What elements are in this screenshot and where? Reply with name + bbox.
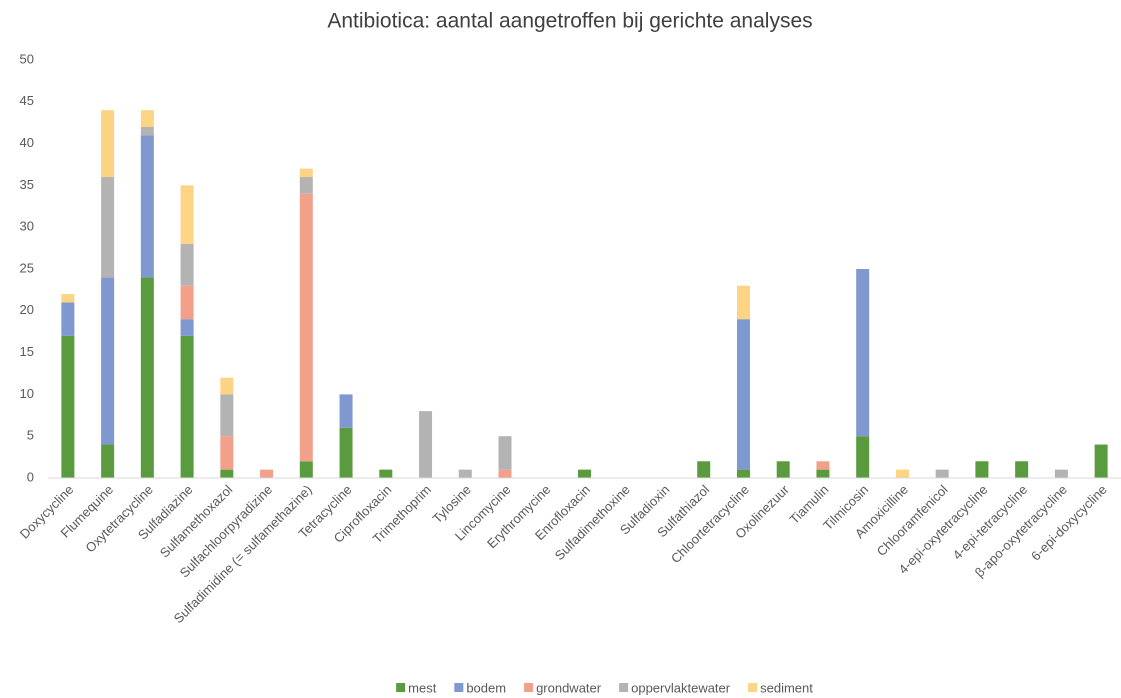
bar-segment xyxy=(140,126,154,136)
bar-segment xyxy=(776,461,790,478)
bar-segment xyxy=(816,461,830,470)
bar-segment xyxy=(180,243,194,286)
bar-segment xyxy=(61,335,75,478)
bar-segment xyxy=(1094,444,1108,478)
y-tick-label: 25 xyxy=(20,260,34,275)
bar-segment xyxy=(736,285,750,320)
bar-segment xyxy=(736,319,750,470)
y-tick-label: 35 xyxy=(20,177,34,192)
x-tick-label: Sulfamethoxazol xyxy=(157,482,236,561)
bar-segment xyxy=(101,177,115,278)
bar-segment xyxy=(299,461,313,478)
bar-segment xyxy=(140,277,154,478)
y-tick-label: 50 xyxy=(20,51,34,66)
bar-segment xyxy=(498,436,512,470)
bar-segment xyxy=(140,110,154,127)
bar-segment xyxy=(180,319,194,336)
y-tick-label: 20 xyxy=(20,302,34,317)
bar-segment xyxy=(220,436,234,470)
bar-segment xyxy=(1054,469,1068,478)
y-tick-label: 45 xyxy=(20,93,34,108)
bar-segment xyxy=(697,461,711,478)
bar-segment xyxy=(220,469,234,478)
bar-segment xyxy=(379,469,393,478)
legend-swatch xyxy=(396,683,406,692)
legend-swatch xyxy=(524,683,534,692)
bar-segment xyxy=(180,335,194,478)
bar-segment xyxy=(260,469,274,478)
bar-segment xyxy=(101,277,115,445)
x-tick-label: 6-epi-doxycycline xyxy=(1028,482,1110,564)
legend-label: sediment xyxy=(760,680,813,695)
y-tick-label: 15 xyxy=(20,344,34,359)
bar-segment xyxy=(180,285,194,320)
legend-label: mest xyxy=(408,680,437,695)
y-tick-label: 5 xyxy=(27,428,34,443)
bar-segment xyxy=(498,469,512,478)
y-tick-label: 0 xyxy=(27,469,34,484)
bar-segment xyxy=(61,294,75,303)
bar-segment xyxy=(856,436,870,478)
chart-title: Antibiotica: aantal aangetroffen bij ger… xyxy=(327,10,812,33)
bar-segment xyxy=(299,168,313,178)
y-tick-label: 10 xyxy=(20,386,34,401)
bar-segment xyxy=(101,444,115,478)
bar-segment xyxy=(578,469,591,478)
bar-segment xyxy=(975,461,989,478)
legend-label: oppervlaktewater xyxy=(631,680,731,695)
legend-label: bodem xyxy=(466,680,506,695)
bar-segment xyxy=(1015,461,1029,478)
bar-segment xyxy=(458,469,472,478)
legend-swatch xyxy=(748,683,758,692)
bar-segment xyxy=(220,394,234,437)
bar-segment xyxy=(140,135,154,278)
bar-segment xyxy=(220,377,234,395)
bar-segment xyxy=(895,469,909,478)
bar-segment xyxy=(816,469,830,478)
bar-segment xyxy=(736,469,750,478)
bar-segment xyxy=(61,302,75,336)
bar-segment xyxy=(856,269,870,437)
bar-segment xyxy=(419,411,433,478)
bar-segment xyxy=(101,110,115,178)
x-tick-label: Chlooramfenicol xyxy=(874,482,951,559)
bar-segment xyxy=(299,177,313,194)
bar-segment xyxy=(339,394,353,428)
legend: mest bodem grondwater oppervlaktewater sedim… xyxy=(396,680,813,695)
bar-segment xyxy=(339,427,353,478)
y-tick-label: 40 xyxy=(20,135,34,150)
bar-segment xyxy=(299,193,313,462)
y-tick-label: 30 xyxy=(20,219,34,234)
bar-segment xyxy=(180,185,194,244)
legend-swatch xyxy=(619,683,629,692)
bar-segment xyxy=(935,469,949,478)
legend-label: grondwater xyxy=(536,680,602,695)
legend-swatch xyxy=(454,683,464,692)
